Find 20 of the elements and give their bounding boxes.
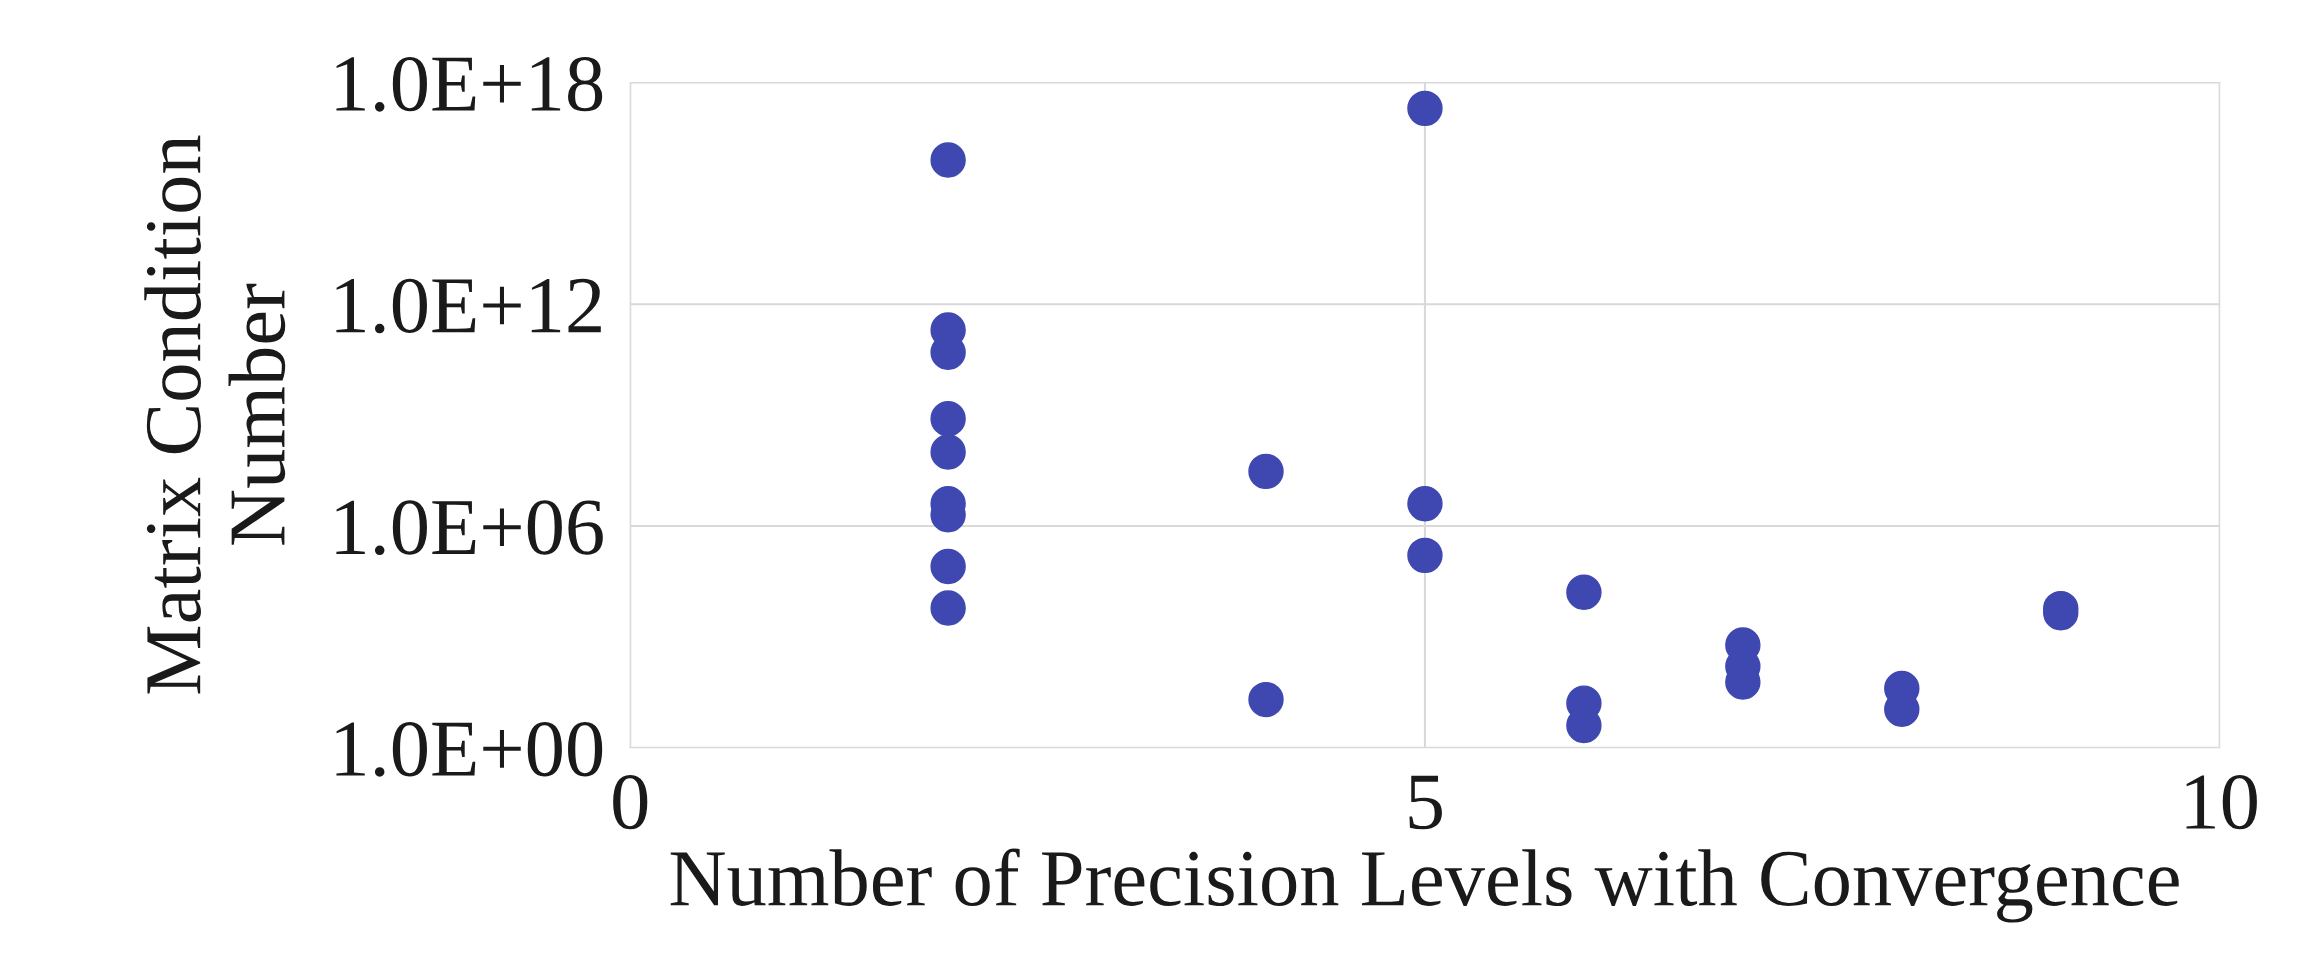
point [1566, 574, 1602, 611]
y-axis-title: Matrix Condition Number [144, 135, 286, 694]
x-axis-title: Number of Precision Levels with Convergence [670, 848, 2179, 923]
point [930, 142, 966, 178]
point [1407, 486, 1443, 522]
point [1407, 537, 1443, 574]
x-tick-label: 0 [613, 775, 648, 830]
point [930, 590, 966, 626]
x-tick-label: 10 [2186, 775, 2257, 830]
point [930, 548, 966, 585]
y-tick-label: 1.0E+12 [336, 278, 601, 334]
point [1248, 453, 1284, 490]
point [1407, 90, 1443, 127]
x-tick-label: 5 [1409, 775, 1442, 830]
point [1248, 681, 1284, 718]
y-tick-label: 1.0E+18 [336, 56, 603, 112]
point [930, 434, 966, 470]
y-tick-label: 1.0E+00 [336, 722, 603, 777]
y-tick-label: 1.0E+06 [336, 500, 603, 556]
point [930, 400, 966, 437]
